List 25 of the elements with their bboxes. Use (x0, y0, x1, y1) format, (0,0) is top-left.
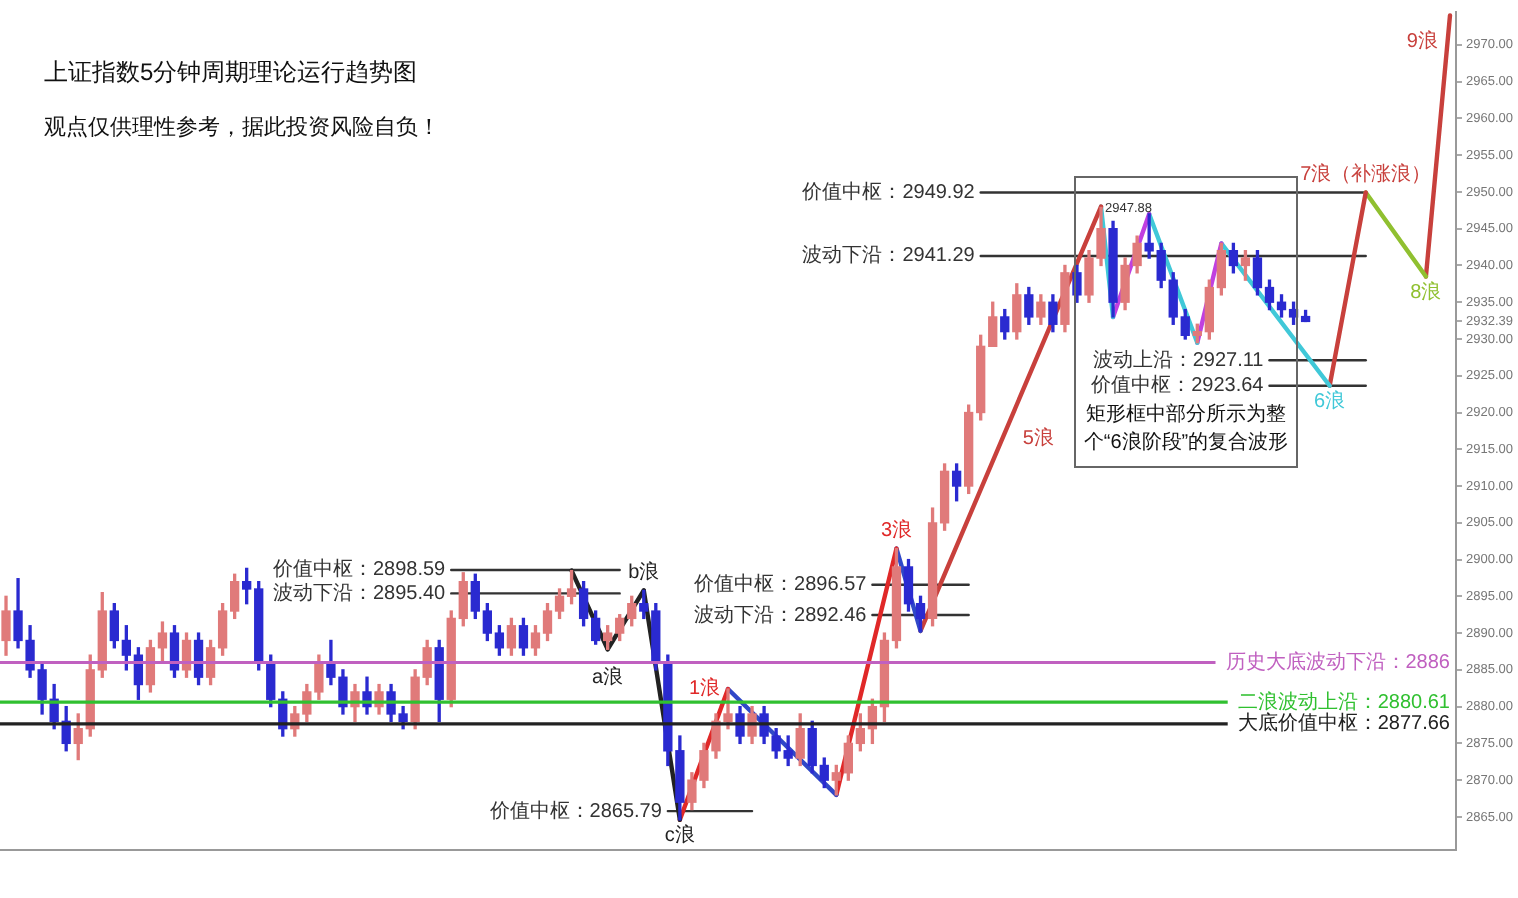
series-label: 9浪 (1406, 28, 1438, 53)
ref-line-label: 历史大底波动下沿：2886 (1225, 650, 1451, 675)
series-label: 价值中枢：2896.57 (692, 572, 868, 597)
ref-line-label: 二浪波动上沿：2880.61 (1237, 689, 1451, 714)
series-label: 价值中枢：2865.79 (487, 798, 663, 823)
text: 观点仅供理性参考，据此投资风险自负！ (44, 113, 440, 142)
series-label: 5浪 (1022, 426, 1054, 451)
series-label: 价值中枢：2949.92 (800, 180, 976, 205)
annotation: 矩形框中部分所示为整个“6浪阶段”的复合波形 (1081, 402, 1291, 458)
text: 上证指数5分钟周期理论运行趋势图 (44, 56, 418, 90)
series-label: 波动上沿：2927.11 (1092, 347, 1265, 372)
series-label: c浪 (664, 823, 695, 848)
series-label: 1浪 (688, 676, 720, 701)
ref-line-label: 大底价值中枢：2877.66 (1237, 711, 1451, 736)
series-label: 波动下沿：2895.40 (272, 580, 447, 605)
series-label: 波动下沿：2892.46 (694, 602, 868, 627)
series-label: b浪 (628, 559, 660, 584)
series-label: 价值中枢：2898.59 (270, 557, 447, 582)
series-label: 价值中枢：2923.64 (1089, 373, 1265, 398)
series-label: 7浪（补涨浪） (1300, 162, 1432, 187)
series-label: 8浪 (1410, 279, 1442, 304)
series-label: a浪 (592, 665, 624, 690)
series-label: 6浪 (1314, 389, 1346, 414)
series-label: 波动下沿：2941.29 (802, 243, 976, 268)
series-label: 3浪 (880, 518, 913, 543)
